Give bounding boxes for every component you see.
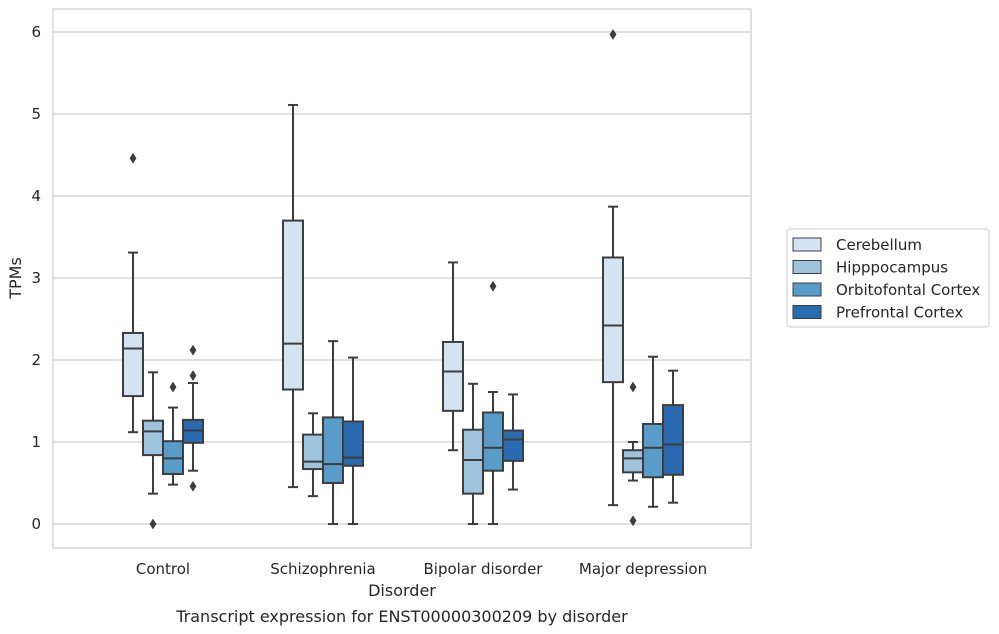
- legend-label: Cerebellum: [836, 236, 922, 254]
- box-orbitofontal-cortex: [322, 340, 344, 525]
- y-axis-title: TPMs: [6, 257, 25, 300]
- plot-frame: [52, 8, 752, 549]
- box-groups: [122, 28, 684, 530]
- box-iqr: [122, 331, 144, 398]
- box-orbitofontal-cortex: [162, 381, 184, 486]
- legend: Cerebellum Hipppocampus Orbitofontal Corte…: [786, 228, 990, 328]
- legend-items: Cerebellum Hipppocampus Orbitofontal Corte…: [792, 236, 980, 322]
- y-tick-label: 5: [31, 105, 41, 123]
- legend-swatch: [792, 237, 822, 252]
- box-iqr: [282, 219, 304, 391]
- box-prefrontal-cortex: [182, 344, 204, 492]
- box-orbitofontal-cortex: [482, 280, 504, 525]
- legend-label: Hipppocampus: [836, 259, 948, 277]
- outlier-point: [189, 344, 197, 356]
- outlier-point: [169, 381, 177, 393]
- legend-frame: [786, 228, 990, 328]
- box-hipppocampus: [462, 382, 484, 525]
- y-tick-label: 1: [31, 433, 41, 451]
- chart-caption: Transcript expression for ENST0000030020…: [175, 607, 628, 626]
- box-iqr: [482, 411, 504, 472]
- y-tick-label: 2: [31, 351, 41, 369]
- box-cerebellum: [442, 261, 464, 452]
- y-tick-label: 4: [31, 187, 41, 205]
- legend-label: Orbitofontal Cortex: [836, 281, 980, 299]
- box-orbitofontal-cortex: [642, 355, 664, 508]
- box-hipppocampus: [622, 381, 644, 527]
- box-iqr: [342, 420, 364, 467]
- box-iqr: [442, 340, 464, 412]
- box-iqr: [322, 416, 344, 484]
- outlier-point: [189, 480, 197, 492]
- y-tick-label: 6: [31, 23, 41, 41]
- outlier-point: [149, 518, 157, 530]
- legend-swatch: [792, 260, 822, 274]
- legend-swatch: [792, 305, 822, 319]
- x-tick-label: Control: [136, 560, 190, 578]
- outlier-point: [629, 381, 637, 393]
- outlier-point: [129, 152, 137, 164]
- box-iqr: [662, 404, 684, 476]
- box-prefrontal-cortex: [502, 393, 524, 491]
- outlier-point: [629, 515, 637, 527]
- y-tick-labels: 0 1 2 3 4 5 6: [31, 23, 41, 533]
- box-iqr: [142, 419, 164, 457]
- box-prefrontal-cortex: [662, 369, 684, 504]
- box-iqr: [622, 449, 644, 474]
- box-cerebellum: [602, 28, 624, 507]
- legend-label: Prefrontal Cortex: [836, 304, 963, 322]
- outlier-point: [609, 28, 617, 40]
- box-cerebellum: [122, 152, 144, 434]
- box-cerebellum: [282, 103, 304, 489]
- box-hipppocampus: [142, 371, 164, 530]
- box-hipppocampus: [302, 412, 324, 498]
- box-iqr: [502, 429, 524, 462]
- outlier-point: [189, 370, 197, 382]
- box-prefrontal-cortex: [342, 356, 364, 525]
- box-iqr: [302, 433, 324, 471]
- outlier-point: [489, 280, 497, 292]
- x-tick-label: Major depression: [579, 560, 707, 578]
- x-tick-label: Schizophrenia: [270, 560, 375, 578]
- x-tick-labels: Control Schizophrenia Bipolar disorder Majo…: [136, 560, 707, 578]
- legend-swatch: [792, 282, 822, 297]
- x-axis-title: Disorder: [368, 581, 436, 600]
- y-tick-label: 3: [31, 269, 41, 287]
- box-iqr: [642, 422, 664, 479]
- box-iqr: [462, 428, 484, 495]
- x-tick-label: Bipolar disorder: [424, 560, 544, 578]
- y-tick-label: 0: [31, 515, 41, 533]
- box-iqr: [602, 256, 624, 384]
